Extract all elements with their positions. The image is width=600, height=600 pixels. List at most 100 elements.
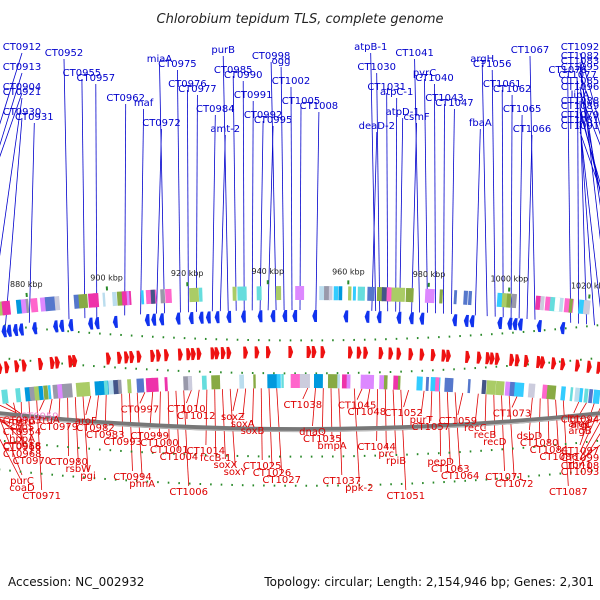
gene-label[interactable]: rbr-1 <box>568 460 592 471</box>
gene-label[interactable]: CT1093 <box>561 467 600 478</box>
gene-label[interactable]: CT1071 <box>485 472 524 483</box>
gene-label[interactable]: CT1088 <box>561 96 600 107</box>
gene-label[interactable]: CT1043 <box>425 93 464 104</box>
gene-label[interactable]: CT1063 <box>431 464 470 475</box>
gene-label[interactable]: CT1026 <box>253 468 292 479</box>
gene-label[interactable]: CT1035 <box>303 434 342 445</box>
gene-label[interactable]: CT1002 <box>272 76 311 87</box>
gene-label[interactable]: lipA <box>571 90 590 101</box>
gene-label[interactable]: CT0991 <box>234 90 273 101</box>
gene-label[interactable]: purT <box>410 415 434 426</box>
gene-label[interactable]: lgt <box>567 414 580 425</box>
gene-label[interactable]: CT1083 <box>561 56 600 67</box>
gene-label[interactable]: CT1001 <box>150 445 189 456</box>
gene-label[interactable]: CT0912 <box>3 42 42 53</box>
gene-label[interactable]: CT0930 <box>3 107 42 118</box>
gene-label[interactable]: soxY <box>224 467 248 478</box>
gene-label[interactable]: CT1006 <box>169 487 208 498</box>
gene-label[interactable]: ppk-2 <box>345 483 373 494</box>
gene-label[interactable]: atpD-1 <box>386 107 420 118</box>
gene-label[interactable]: CT0995 <box>254 115 293 126</box>
gene-label[interactable]: CT0968 <box>3 449 42 460</box>
gene-label[interactable]: CT1038 <box>284 400 323 411</box>
gene-label[interactable]: fbaA <box>469 118 492 129</box>
gene-label[interactable]: CT1066 <box>513 124 552 135</box>
gene-label[interactable]: CT0931 <box>15 112 54 123</box>
gene-label[interactable]: amt-2 <box>210 124 240 135</box>
gene-label[interactable]: CT0979 <box>40 422 79 433</box>
gene-label[interactable]: recB <box>474 430 497 441</box>
gene-label[interactable]: CT1097 <box>561 446 600 457</box>
gene-label[interactable]: deaD-2 <box>359 121 395 132</box>
gene-label[interactable]: CT0975 <box>158 59 197 70</box>
gene-label[interactable]: CT1044 <box>357 442 396 453</box>
gene-label[interactable]: CT0997 <box>121 404 160 415</box>
gene-label[interactable]: truA <box>38 415 59 426</box>
gene-label[interactable]: coaD <box>9 483 35 494</box>
gene-label[interactable]: rpiB <box>386 456 406 467</box>
gene-label[interactable]: CT1051 <box>387 491 426 502</box>
gene-label[interactable]: CT0954 <box>3 427 42 438</box>
gene-label[interactable]: argI <box>570 420 589 431</box>
gene-label[interactable]: CT0957 <box>77 73 116 84</box>
gene-label[interactable]: soxX <box>214 460 238 471</box>
gene-label[interactable]: CT1099 <box>561 453 600 464</box>
gene-label[interactable]: CT0994 <box>113 472 152 483</box>
gene-label[interactable]: CT1047 <box>435 98 474 109</box>
gene-label[interactable]: CT1080 <box>520 438 559 449</box>
gene-label[interactable]: CT1065 <box>503 104 542 115</box>
gene-label[interactable]: CT0963 <box>3 416 42 427</box>
gene-label[interactable]: CT1076 <box>548 65 587 76</box>
gene-label[interactable]: CT1081 <box>561 115 600 126</box>
gene-label[interactable]: CT1008 <box>300 101 339 112</box>
gene-label[interactable]: CT0904 <box>3 82 42 93</box>
gene-label[interactable]: phnA <box>129 479 155 490</box>
gene-label[interactable]: CT0993 <box>103 437 142 448</box>
gene-label[interactable]: argH <box>470 54 494 65</box>
gene-label[interactable]: CT1095 <box>561 62 600 73</box>
gene-label[interactable]: CT0962 <box>106 93 145 104</box>
gene-label[interactable]: CT1052 <box>384 408 423 419</box>
gene-label[interactable]: metG <box>8 416 36 427</box>
gene-label[interactable]: CT0977 <box>178 84 217 95</box>
gene-label[interactable]: CT0985 <box>214 65 253 76</box>
gene-label[interactable]: CT1073 <box>493 408 532 419</box>
gene-label[interactable]: CT1045 <box>338 401 377 412</box>
gene-label[interactable]: CT1085 <box>561 76 600 87</box>
gene-label[interactable]: argC <box>568 419 591 430</box>
gene-label[interactable]: CT1091 <box>561 121 600 132</box>
gene-label[interactable]: CT1014 <box>187 446 226 457</box>
gene-label[interactable]: soxZ <box>221 412 245 423</box>
gene-label[interactable]: CT1086 <box>539 452 578 463</box>
gene-label[interactable]: CT0971 <box>22 491 61 502</box>
gene-label[interactable]: CT1061 <box>483 79 522 90</box>
gene-label[interactable]: CT1005 <box>282 96 321 107</box>
gene-label[interactable]: CT1072 <box>495 479 534 490</box>
gene-label[interactable]: CT1092 <box>561 42 600 53</box>
gene-label[interactable]: CT1000 <box>140 438 179 449</box>
gene-label[interactable]: fccB-1 <box>200 453 231 464</box>
gene-label[interactable]: atpB-1 <box>354 42 387 53</box>
gene-label[interactable]: CT0913 <box>3 62 42 73</box>
gene-label[interactable]: CT1089 <box>561 101 600 112</box>
gene-label[interactable]: CT0980 <box>49 457 88 468</box>
gene-label[interactable]: purB <box>211 45 235 56</box>
gene-label[interactable]: CT1057 <box>412 422 451 433</box>
gene-label[interactable]: CT0990 <box>224 70 263 81</box>
gene-label[interactable]: CT1096 <box>561 82 600 93</box>
gene-label[interactable]: dnaQ <box>299 427 326 438</box>
gene-label[interactable]: CT0970 <box>13 456 52 467</box>
gene-label[interactable]: argB <box>568 426 591 437</box>
gene-label[interactable]: CT1056 <box>473 59 512 70</box>
gene-label[interactable]: recC <box>464 423 487 434</box>
gene-label[interactable]: CT1048 <box>348 407 387 418</box>
gene-label[interactable]: CT0958 <box>3 441 42 452</box>
gene-label[interactable]: pgi <box>80 471 95 482</box>
gene-label[interactable]: aroF <box>75 416 97 427</box>
gene-label[interactable]: rsbW <box>66 464 92 475</box>
gene-label[interactable]: CT1030 <box>357 62 396 73</box>
gene-label[interactable]: CT0966 <box>3 442 42 453</box>
gene-label[interactable]: dsbD <box>517 431 543 442</box>
gene-label[interactable]: soxA <box>231 419 255 430</box>
gene-label[interactable]: bmpA <box>317 441 346 452</box>
